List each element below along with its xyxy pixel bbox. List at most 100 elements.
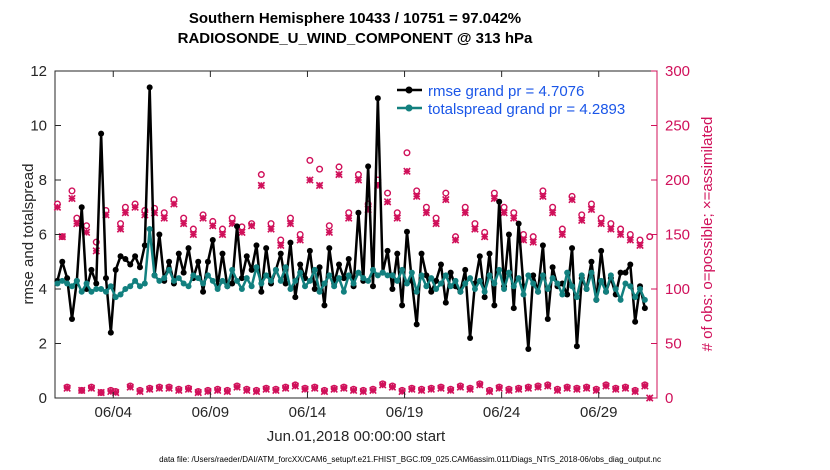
totalspread-point xyxy=(112,294,119,301)
totalspread-point xyxy=(471,286,478,292)
totalspread-point xyxy=(583,286,590,292)
totalspread-point xyxy=(253,264,260,271)
rmse-point xyxy=(496,198,503,205)
totalspread-point xyxy=(151,272,158,279)
y-axis-label: rmse and totalspread xyxy=(20,164,37,305)
totalspread-point xyxy=(248,283,255,290)
rmse-point xyxy=(530,272,537,279)
obs-assimilated-point xyxy=(320,387,329,396)
totalspread-point xyxy=(268,277,275,284)
rmse-point xyxy=(204,258,211,265)
rmse-line xyxy=(56,86,647,351)
rmse-point xyxy=(491,302,498,309)
obs-assimilated-point xyxy=(340,384,348,392)
rmse-point xyxy=(505,231,512,238)
obs-assimilated-point xyxy=(199,214,207,222)
obs-possible-point xyxy=(92,238,100,246)
totalspread-point xyxy=(302,283,309,290)
obs-assimilated-point xyxy=(466,385,474,394)
y-right-tick-label: 50 xyxy=(665,336,682,353)
totalspread-point xyxy=(272,266,279,273)
obs-assimilated-point xyxy=(534,383,542,391)
obs-possible-point xyxy=(442,189,450,197)
totalspread-point xyxy=(641,296,648,303)
rmse-point xyxy=(316,264,323,271)
y-tick-label: 10 xyxy=(30,118,47,135)
totalspread-point xyxy=(428,275,435,282)
obs-assimilated-point xyxy=(267,225,275,233)
obs-assimilated-point xyxy=(170,200,178,208)
obs-assimilated-point xyxy=(77,386,86,395)
totalspread-point xyxy=(122,286,129,292)
rmse-point xyxy=(598,247,605,254)
obs-assimilated-point xyxy=(563,384,571,392)
rmse-point xyxy=(374,95,381,102)
obs-assimilated-point xyxy=(165,384,173,392)
totalspread-point xyxy=(141,280,148,287)
obs-assimilated-point xyxy=(310,384,319,392)
totalspread-point xyxy=(413,288,420,295)
obs-assimilated-point xyxy=(145,385,154,394)
obs-assimilated-point xyxy=(631,387,639,396)
rmse-point xyxy=(423,272,430,279)
rmse-point xyxy=(297,261,304,268)
rmse-point xyxy=(292,294,299,301)
rmse-point xyxy=(64,275,71,282)
series-lines xyxy=(54,84,648,352)
totalspread-point xyxy=(467,275,474,282)
rmse-point xyxy=(627,261,634,268)
obs-assimilated-point xyxy=(383,198,392,206)
obs-assimilated-point xyxy=(291,382,300,390)
totalspread-point xyxy=(549,275,556,282)
rmse-point xyxy=(175,250,182,257)
obs-assimilated-point xyxy=(325,228,334,237)
rmse-point xyxy=(476,253,483,260)
rmse-point xyxy=(525,345,532,352)
obs-assimilated-point xyxy=(247,222,256,230)
obs-assimilated-point xyxy=(257,181,266,190)
rmse-point xyxy=(243,253,250,260)
obs-assimilated-point xyxy=(194,388,202,397)
totalspread-point xyxy=(544,286,551,292)
obs-assimilated-point xyxy=(53,203,62,212)
rmse-point xyxy=(544,315,551,322)
rmse-point xyxy=(326,245,333,252)
totalspread-point xyxy=(59,277,66,284)
legend-totalspread-marker xyxy=(405,104,413,112)
obs-assimilated-point xyxy=(621,384,630,392)
rmse-point xyxy=(394,250,401,257)
obs-assimilated-point xyxy=(403,167,411,176)
totalspread-point xyxy=(554,280,561,287)
obs-assimilated-point xyxy=(558,230,567,239)
totalspread-point xyxy=(166,266,173,273)
obs-possible-point xyxy=(68,187,76,195)
obs-assimilated-point xyxy=(359,387,368,396)
totalspread-point xyxy=(564,269,571,276)
obs-assimilated-point xyxy=(485,387,494,396)
totalspread-point xyxy=(190,272,197,279)
obs-assimilated-point xyxy=(73,219,81,228)
obs-assimilated-point xyxy=(330,385,338,394)
totalspread-point xyxy=(559,291,566,298)
totalspread-point xyxy=(476,277,483,284)
obs-assimilated-point xyxy=(116,225,125,233)
obs-possible-point xyxy=(316,165,324,173)
totalspread-point xyxy=(637,286,644,292)
obs-assimilated-point xyxy=(432,219,440,228)
obs-assimilated-point xyxy=(437,384,445,392)
rmse-point xyxy=(564,291,571,298)
totalspread-point xyxy=(384,272,391,279)
obs-assimilated-point xyxy=(548,208,557,217)
rmse-point xyxy=(486,250,493,257)
rmse-point xyxy=(384,247,391,254)
totalspread-point xyxy=(607,272,614,279)
legend-rmse-marker xyxy=(405,86,413,94)
y-right-tick-label: 250 xyxy=(665,118,690,135)
rmse-point xyxy=(569,245,576,252)
totalspread-point xyxy=(78,288,85,295)
rmse-point xyxy=(369,283,376,290)
rmse-point xyxy=(68,315,75,322)
rmse-point xyxy=(365,163,372,170)
obs-possible-point xyxy=(384,189,392,197)
totalspread-point xyxy=(83,280,90,287)
